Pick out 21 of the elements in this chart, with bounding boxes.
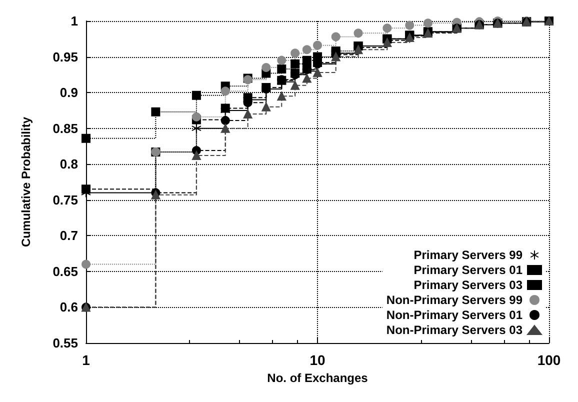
y-tick-label: 1 [70,14,78,28]
y-tick-label: 0.95 [52,49,78,64]
x-tick-label: 10 [310,352,326,368]
x-axis-title: No. of Exchanges [267,370,368,385]
y-tick-label: 0.9 [60,85,78,100]
legend-label: Non-Primary Servers 03 [386,323,523,337]
legend-label: Primary Servers 01 [414,263,523,277]
y-tick-label: 0.6 [60,300,78,315]
legend-label: Primary Servers 03 [414,278,523,292]
y-axis-title: Cumulative Probability [19,116,33,248]
y-tick-label: 0.85 [52,120,78,136]
legend-label: Non-Primary Servers 01 [386,308,523,322]
legend-label: Primary Servers 99 [414,248,523,262]
x-tick-label: 1 [82,352,90,368]
y-tick-label: 0.75 [52,192,78,208]
y-tick-label: 0.65 [52,264,78,279]
y-tick-label: 0.55 [52,336,78,350]
y-tick-label: 0.7 [60,228,78,244]
y-tick-label: 0.8 [60,156,78,172]
legend-label: Non-Primary Servers 99 [386,293,523,307]
x-tick-label: 100 [537,352,561,368]
